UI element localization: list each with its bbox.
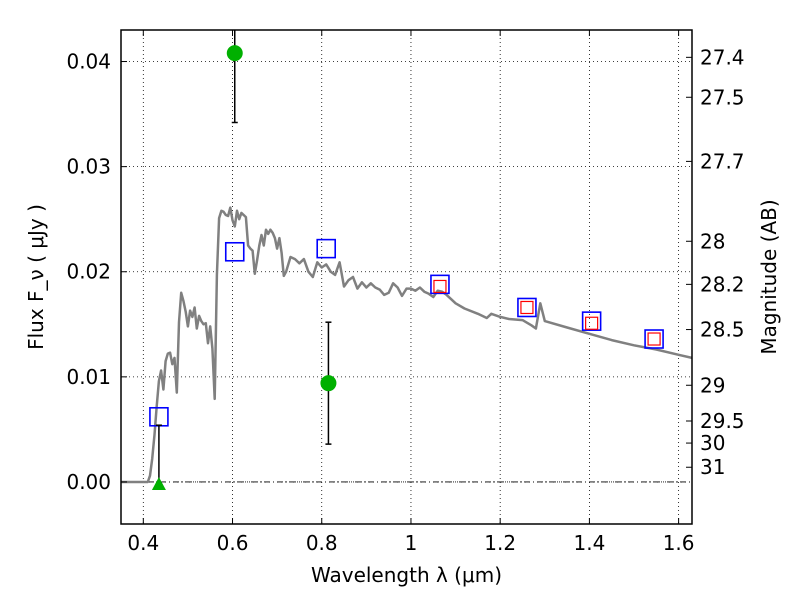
- right-tick-label: 28.2: [700, 272, 745, 296]
- plot-frame: [120, 29, 693, 525]
- x-axis-label: Wavelength λ (μm): [311, 563, 502, 587]
- right-tick-label: 29: [700, 373, 725, 397]
- right-tick-label: 31: [700, 455, 725, 479]
- right-tick-label: 27.5: [700, 85, 745, 109]
- x-tick-label: 1.4: [573, 531, 605, 555]
- right-tick-label: 30: [700, 431, 725, 455]
- right-tick-label: 28: [700, 229, 725, 253]
- blue-square-marker: [316, 238, 337, 259]
- right-tick-label: 29.5: [700, 409, 745, 433]
- x-tick-label: 1: [405, 531, 418, 555]
- blue-square-marker: [581, 311, 602, 331]
- y-axis-label: Flux F_ν ( μJy ): [24, 204, 48, 350]
- blue-square-marker: [430, 274, 450, 295]
- right-tick-label: 27.7: [700, 149, 745, 173]
- red-square-marker: [647, 332, 661, 346]
- ticks: 0.4 0.6 0.8 1 1.2 1.4 1.6 0.00 0.01 0.02 0.03 0.04 2…: [66, 30, 745, 555]
- observed-point: [226, 45, 243, 62]
- blue-square-marker: [517, 297, 537, 318]
- y-tick-label: 0.01: [66, 365, 111, 389]
- grid: [121, 30, 692, 524]
- red-square-marker: [433, 279, 447, 294]
- x-tick-label: 1.2: [484, 531, 516, 555]
- x-tick-label: 0.8: [306, 531, 338, 555]
- y-tick-label: 0.00: [66, 470, 111, 494]
- x-tick-label: 0.6: [217, 531, 249, 555]
- observed-point: [320, 375, 337, 392]
- right-axis-label: Magnitude (AB): [757, 199, 781, 354]
- blue-square-marker: [149, 406, 169, 427]
- data-markers: [149, 30, 664, 491]
- y-tick-label: 0.02: [66, 260, 111, 284]
- right-tick-label: 27.4: [700, 45, 745, 69]
- red-square-marker: [520, 300, 534, 315]
- y-tick-label: 0.04: [66, 50, 111, 74]
- sed-model-line: [121, 206, 693, 484]
- blue-square-marker: [224, 241, 245, 262]
- x-tick-label: 1.6: [663, 531, 695, 555]
- x-tick-label: 0.4: [127, 531, 159, 555]
- y-tick-label: 0.03: [66, 155, 111, 179]
- sed-model-curve: [121, 206, 693, 484]
- blue-square-marker: [644, 329, 664, 349]
- red-square-marker: [585, 316, 599, 330]
- right-tick-label: 28.5: [700, 318, 745, 342]
- upper-limit-triangle: [151, 477, 166, 491]
